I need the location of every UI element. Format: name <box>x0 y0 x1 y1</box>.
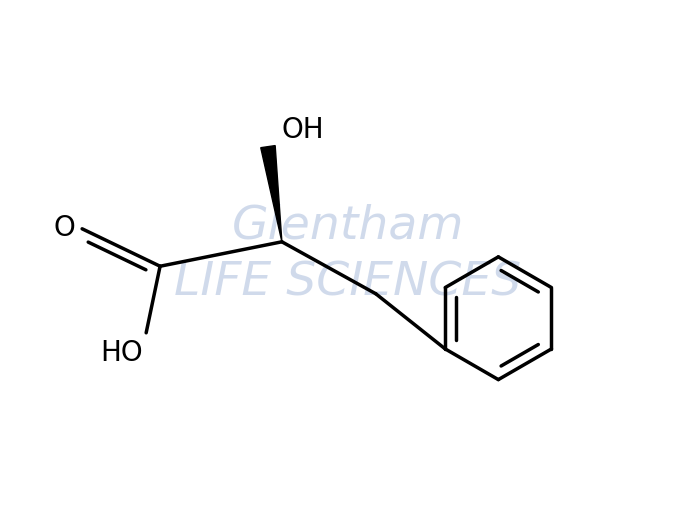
Text: OH: OH <box>282 116 324 144</box>
Polygon shape <box>261 146 282 242</box>
Text: HO: HO <box>100 339 143 367</box>
Text: Glentham
LIFE SCIENCES: Glentham LIFE SCIENCES <box>175 204 521 306</box>
Text: O: O <box>54 214 75 242</box>
